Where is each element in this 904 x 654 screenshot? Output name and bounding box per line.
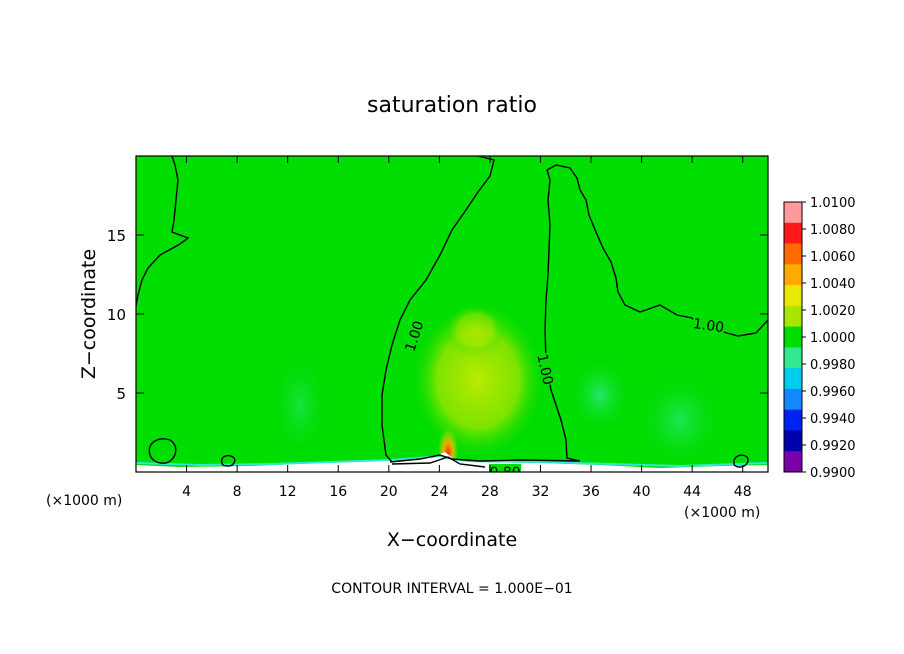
y-tick-label: 15 (107, 227, 126, 245)
colorbar-label: 0.9960 (810, 385, 856, 400)
colorbar-swatch (784, 305, 802, 328)
contour-label: 1.00 (692, 316, 725, 336)
colorbar-swatch (784, 222, 802, 244)
x-unit-left: (×1000 m) (46, 493, 122, 509)
shade-region-central (410, 300, 546, 460)
chart-title: saturation ratio (367, 93, 537, 118)
x-tick-label: 48 (734, 484, 752, 500)
colorbar-label: 0.9920 (810, 439, 856, 454)
x-tick-label: 20 (380, 484, 398, 500)
x-tick-label: 32 (532, 484, 550, 500)
colorbar-swatch (784, 285, 802, 307)
colorbar-label: 1.0060 (810, 250, 856, 265)
contour-label: 1.00 (533, 353, 555, 387)
x-tick-label: 12 (279, 484, 297, 500)
surface-white-band (136, 452, 768, 472)
contour-blob-mid (220, 454, 236, 467)
x-unit-right: (×1000 m) (684, 505, 760, 521)
colorbar-swatch (784, 243, 802, 265)
y-axis: 5 10 15 (107, 227, 768, 403)
contour-label-group: 1.00 (691, 314, 726, 336)
x-tick-label: 36 (582, 484, 600, 500)
colorbar-swatch (784, 430, 802, 452)
shade-region-upper (445, 304, 505, 356)
colorbar-label: 0.9900 (810, 466, 856, 481)
colorbar-label: 1.0100 (810, 196, 856, 211)
contour-label-bg (489, 464, 522, 472)
colorbar-swatch (784, 202, 802, 224)
x-tick-label: 4 (182, 484, 191, 500)
x-tick-label: 44 (683, 484, 701, 500)
colorbar-label: 1.0080 (810, 223, 856, 238)
colorbar-label: 1.0020 (810, 304, 856, 319)
x-tick-label: 24 (430, 484, 448, 500)
contour-line-central (381, 156, 495, 463)
x-axis: 4 8 12 16 20 24 28 32 36 40 44 48 (182, 156, 752, 500)
colorbar: 1.0100 1.0080 1.0060 1.0040 1.0020 1.0000 0.99… (783, 196, 856, 481)
contour-label-bg (691, 314, 726, 336)
colorbar-swatch (784, 264, 802, 286)
y-tick-label: 5 (116, 385, 126, 403)
shade-region-right-a (568, 355, 632, 435)
contour-line-surface-low (391, 456, 486, 468)
contour-line-left (136, 156, 190, 307)
colorbar-label: 0.9940 (810, 412, 856, 427)
colorbar-swatch (784, 409, 802, 431)
x-tick-label: 28 (481, 484, 499, 500)
contour-label-bg (401, 318, 427, 354)
plot-area: 1.001.001.000.80 (136, 156, 768, 481)
contour-interval-footer: CONTOUR INTERVAL = 1.000E−01 (331, 581, 572, 597)
contour-label-bg (534, 351, 557, 387)
contour-labels: 1.001.001.000.80 (401, 314, 726, 481)
surface-cyan-band (136, 454, 768, 468)
x-tick-label: 8 (233, 484, 242, 500)
contour-label: 0.80 (490, 465, 521, 481)
colorbar-label: 1.0040 (810, 277, 856, 292)
x-tick-label: 16 (329, 484, 347, 500)
contour-label-group: 1.00 (533, 351, 557, 387)
colorbar-label: 1.0000 (810, 331, 856, 346)
colorbar-swatch (784, 388, 802, 411)
x-axis-label: X−coordinate (387, 529, 517, 551)
colorbar-swatch (784, 451, 802, 473)
colorbar-swatch (784, 347, 802, 369)
contour-label-group: 0.80 (489, 464, 522, 481)
y-axis-label: Z−coordinate (78, 249, 100, 379)
contour-blob-right (733, 454, 749, 468)
contour-blob-left (148, 438, 177, 464)
colorbar-swatch (784, 368, 802, 390)
shade-region-right-b (635, 370, 725, 470)
colorbar-swatch (784, 326, 802, 348)
shade-region-left (270, 350, 330, 460)
x-tick-label: 40 (633, 484, 651, 500)
colorbar-label: 0.9980 (810, 358, 856, 373)
y-tick-label: 10 (107, 306, 126, 324)
